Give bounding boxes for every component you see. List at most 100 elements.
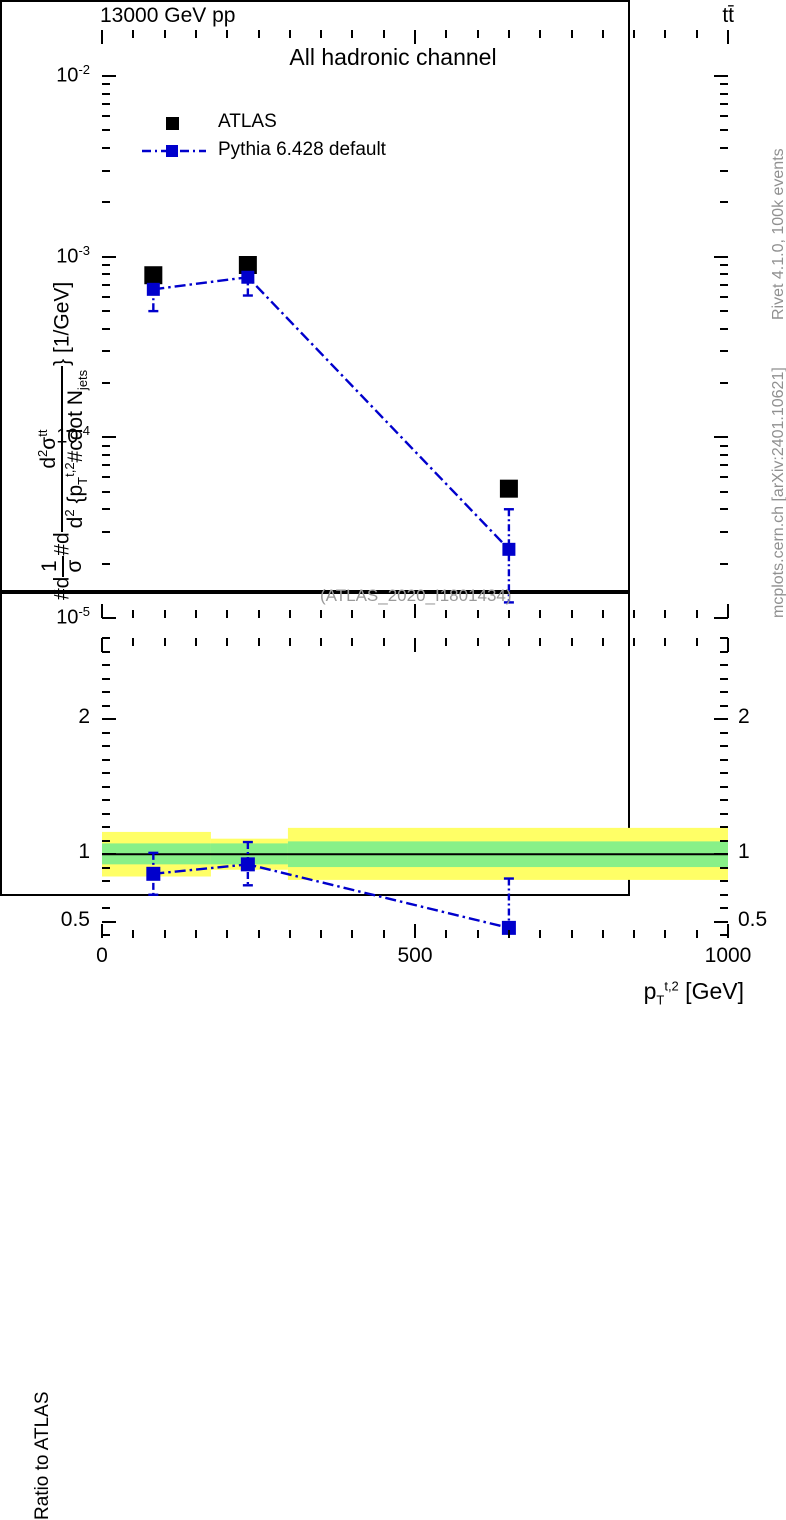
ratio-y-minor-tick-right: [720, 705, 728, 707]
ratio-y-minor-tick: [102, 934, 110, 936]
main-y-minor-tick-right: [720, 129, 728, 131]
main-x-tick-top: [195, 30, 197, 38]
main-x-tick-top: [351, 30, 353, 38]
main-y-minor-tick: [102, 103, 110, 105]
ratio-y-minor-tick-right: [720, 732, 728, 734]
main-y-minor-tick-right: [720, 83, 728, 85]
main-x-tick-top: [320, 30, 322, 38]
ratio-y-minor-tick: [102, 907, 110, 909]
ratio-y-axis-title: Ratio to ATLAS: [6, 640, 46, 940]
main-x-tick-bottom: [602, 610, 604, 618]
beam-energy-label: 13000 GeV pp: [100, 4, 235, 28]
ratio-y-major-tick: [102, 718, 116, 720]
main-y-major-tick: [102, 436, 116, 438]
ratio-x-tick-bottom: [289, 930, 291, 938]
main-x-tick-bottom: [414, 604, 416, 618]
main-y-minor-tick-right: [720, 382, 728, 384]
ratio-x-tick-bottom: [383, 930, 385, 938]
ratio-y-minor-tick: [102, 880, 110, 882]
main-x-tick-top: [164, 30, 166, 38]
ratio-y-minor-tick-right: [720, 664, 728, 666]
main-y-major-tick-right: [714, 617, 728, 619]
ratio-x-tick-bottom: [101, 924, 103, 938]
main-y-minor-tick-right: [720, 284, 728, 286]
ratio-y-minor-tick: [102, 637, 110, 639]
ratio-plot-area: [102, 638, 728, 938]
main-x-tick-top: [508, 30, 510, 38]
main-y-minor-tick-right: [720, 350, 728, 352]
ratio-x-tick-bottom: [320, 930, 322, 938]
main-x-tick-top: [664, 30, 666, 38]
ratio-y-minor-tick: [102, 732, 110, 734]
ratio-x-tick-bottom: [226, 930, 228, 938]
ratio-y-minor-tick: [102, 894, 110, 896]
main-y-major-tick-right: [714, 256, 728, 258]
main-y-minor-tick: [102, 382, 110, 384]
ratio-y-minor-tick-right: [720, 867, 728, 869]
chart-title: All hadronic channel: [0, 44, 786, 71]
ratio-y-minor-tick: [102, 772, 110, 774]
main-y-minor-tick: [102, 491, 110, 493]
main-x-tick-bottom: [696, 610, 698, 618]
ratio-y-minor-tick-right: [720, 813, 728, 815]
main-y-minor-tick-right: [720, 454, 728, 456]
ratio-x-tick-top: [445, 638, 447, 646]
main-x-tick-top: [727, 30, 729, 44]
ratio-x-tick-bottom: [414, 924, 416, 938]
ratio-x-tick-top: [101, 638, 103, 652]
ratio-y-minor-tick-right: [720, 691, 728, 693]
main-x-tick-top: [539, 30, 541, 38]
main-x-tick-top: [477, 30, 479, 38]
legend-marker-pythia: [140, 138, 210, 164]
main-y-minor-tick-right: [720, 563, 728, 565]
main-y-minor-tick: [102, 273, 110, 275]
x-axis-tick-label: 500: [375, 944, 455, 968]
main-y-minor-tick: [102, 445, 110, 447]
main-y-tick-label: 10-2: [10, 62, 90, 88]
ratio-y-minor-tick-right: [720, 907, 728, 909]
main-y-major-tick: [102, 75, 116, 77]
main-x-tick-top: [258, 30, 260, 38]
ratio-x-tick-bottom: [727, 924, 729, 938]
main-x-tick-bottom: [320, 610, 322, 618]
ratio-y-major-tick: [102, 853, 116, 855]
mcplots-credit-text: mcplots.cern.ch [arXiv:2401.10621]: [770, 367, 786, 618]
ratio-x-tick-top: [132, 638, 134, 646]
main-y-minor-tick: [102, 350, 110, 352]
ratio-x-tick-top: [351, 638, 353, 646]
main-y-minor-tick: [102, 508, 110, 510]
main-y-minor-tick-right: [720, 201, 728, 203]
ratio-x-tick-bottom: [132, 930, 134, 938]
main-x-tick-bottom: [508, 610, 510, 618]
ratio-x-tick-top: [664, 638, 666, 646]
ratio-y-tick-label-left: 1: [30, 840, 90, 864]
main-y-minor-tick-right: [720, 103, 728, 105]
main-y-minor-tick-right: [720, 508, 728, 510]
ratio-y-minor-tick-right: [720, 799, 728, 801]
ratio-x-tick-bottom: [477, 930, 479, 938]
ratio-x-tick-top: [633, 638, 635, 646]
x-axis-title: pTt,2 [GeV]: [644, 978, 744, 1008]
main-y-minor-tick: [102, 531, 110, 533]
ratio-x-tick-bottom: [195, 930, 197, 938]
ratio-x-tick-top: [164, 638, 166, 646]
main-x-tick-bottom: [258, 610, 260, 618]
analysis-watermark: (ATLAS_2020_I1801434): [320, 586, 512, 606]
ratio-y-minor-tick-right: [720, 772, 728, 774]
main-y-minor-tick-right: [720, 147, 728, 149]
ratio-x-tick-top: [320, 638, 322, 646]
main-y-major-tick: [102, 617, 116, 619]
ratio-x-tick-top: [289, 638, 291, 646]
ratio-x-tick-bottom: [258, 930, 260, 938]
rivet-version-credit: Rivet 4.1.0, 100k events: [752, 34, 776, 334]
main-y-minor-tick: [102, 563, 110, 565]
ratio-y-minor-tick: [102, 691, 110, 693]
main-y-minor-tick-right: [720, 310, 728, 312]
main-x-tick-bottom: [195, 610, 197, 618]
main-y-minor-tick: [102, 170, 110, 172]
ratio-x-tick-bottom: [539, 930, 541, 938]
ratio-x-tick-bottom: [164, 930, 166, 938]
main-x-tick-bottom: [633, 610, 635, 618]
ratio-y-minor-tick-right: [720, 894, 728, 896]
